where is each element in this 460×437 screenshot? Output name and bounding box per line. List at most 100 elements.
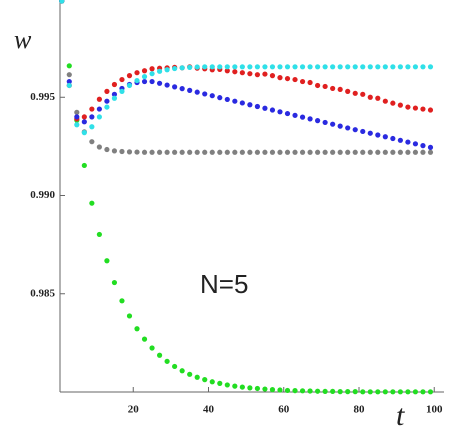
point (126, 313, 133, 319)
point (262, 149, 268, 155)
point (322, 149, 328, 155)
point (397, 389, 403, 395)
point (74, 114, 80, 120)
point (322, 119, 328, 126)
point (209, 93, 215, 99)
point (111, 95, 118, 101)
point (284, 387, 291, 394)
point (187, 149, 193, 155)
point (367, 130, 373, 136)
point (134, 326, 140, 332)
point (247, 71, 253, 77)
point (352, 149, 358, 155)
point (126, 82, 133, 89)
point (397, 102, 403, 108)
point (149, 66, 155, 72)
point (360, 149, 366, 155)
point (412, 105, 419, 111)
point (104, 88, 110, 94)
point (202, 64, 208, 70)
point (375, 132, 381, 138)
point (209, 64, 215, 70)
point (292, 64, 298, 70)
point (254, 385, 261, 392)
point (66, 72, 72, 78)
point (405, 149, 411, 155)
point (217, 149, 223, 155)
point (149, 345, 155, 351)
x-tick-label: 20 (128, 404, 140, 416)
point (134, 70, 140, 76)
point (89, 106, 95, 112)
point (307, 388, 313, 394)
point (89, 139, 95, 145)
point (345, 64, 351, 70)
point (126, 73, 133, 79)
point (111, 148, 118, 154)
point (179, 65, 185, 71)
point (254, 64, 261, 70)
point (352, 90, 358, 96)
point (239, 384, 245, 390)
point (74, 109, 80, 115)
point (397, 137, 403, 143)
point (405, 139, 411, 145)
point (179, 149, 185, 155)
point (262, 386, 268, 392)
x-tick-label: 60 (278, 404, 290, 416)
point (375, 64, 381, 70)
point (412, 64, 419, 70)
point (81, 114, 87, 120)
point (412, 149, 419, 155)
point (247, 149, 253, 155)
point (367, 94, 373, 100)
point (420, 143, 426, 149)
point (187, 87, 193, 93)
point (382, 64, 388, 70)
point (141, 336, 148, 342)
point (345, 149, 351, 155)
point (66, 63, 72, 69)
point (239, 149, 245, 155)
point (149, 78, 155, 85)
point (360, 128, 366, 135)
point (330, 85, 336, 92)
point (224, 96, 230, 103)
point (269, 64, 276, 70)
point (209, 379, 215, 385)
point (390, 100, 396, 106)
point (194, 89, 200, 95)
x-tick-label: 40 (203, 404, 215, 416)
point (390, 135, 396, 142)
point (315, 118, 321, 124)
point (104, 146, 110, 153)
point (360, 91, 366, 97)
point (375, 389, 381, 395)
annotation: N=5 (200, 269, 248, 299)
y-tick-label: 0.985 (30, 287, 55, 299)
point (345, 389, 351, 395)
point (81, 162, 87, 169)
point (405, 64, 411, 70)
point (284, 149, 291, 155)
point (405, 104, 411, 110)
point (172, 149, 178, 155)
point (299, 64, 306, 70)
point (292, 112, 298, 118)
point (217, 95, 223, 101)
point (134, 149, 140, 155)
point (179, 86, 185, 92)
point (307, 116, 313, 122)
point (360, 64, 366, 70)
point (405, 389, 411, 395)
point (337, 123, 343, 129)
point (232, 98, 238, 104)
point (164, 67, 170, 73)
point (375, 149, 381, 155)
point (277, 149, 283, 155)
point (119, 148, 125, 155)
point (96, 144, 102, 150)
point (315, 82, 321, 89)
point (81, 130, 87, 136)
point (330, 121, 336, 127)
